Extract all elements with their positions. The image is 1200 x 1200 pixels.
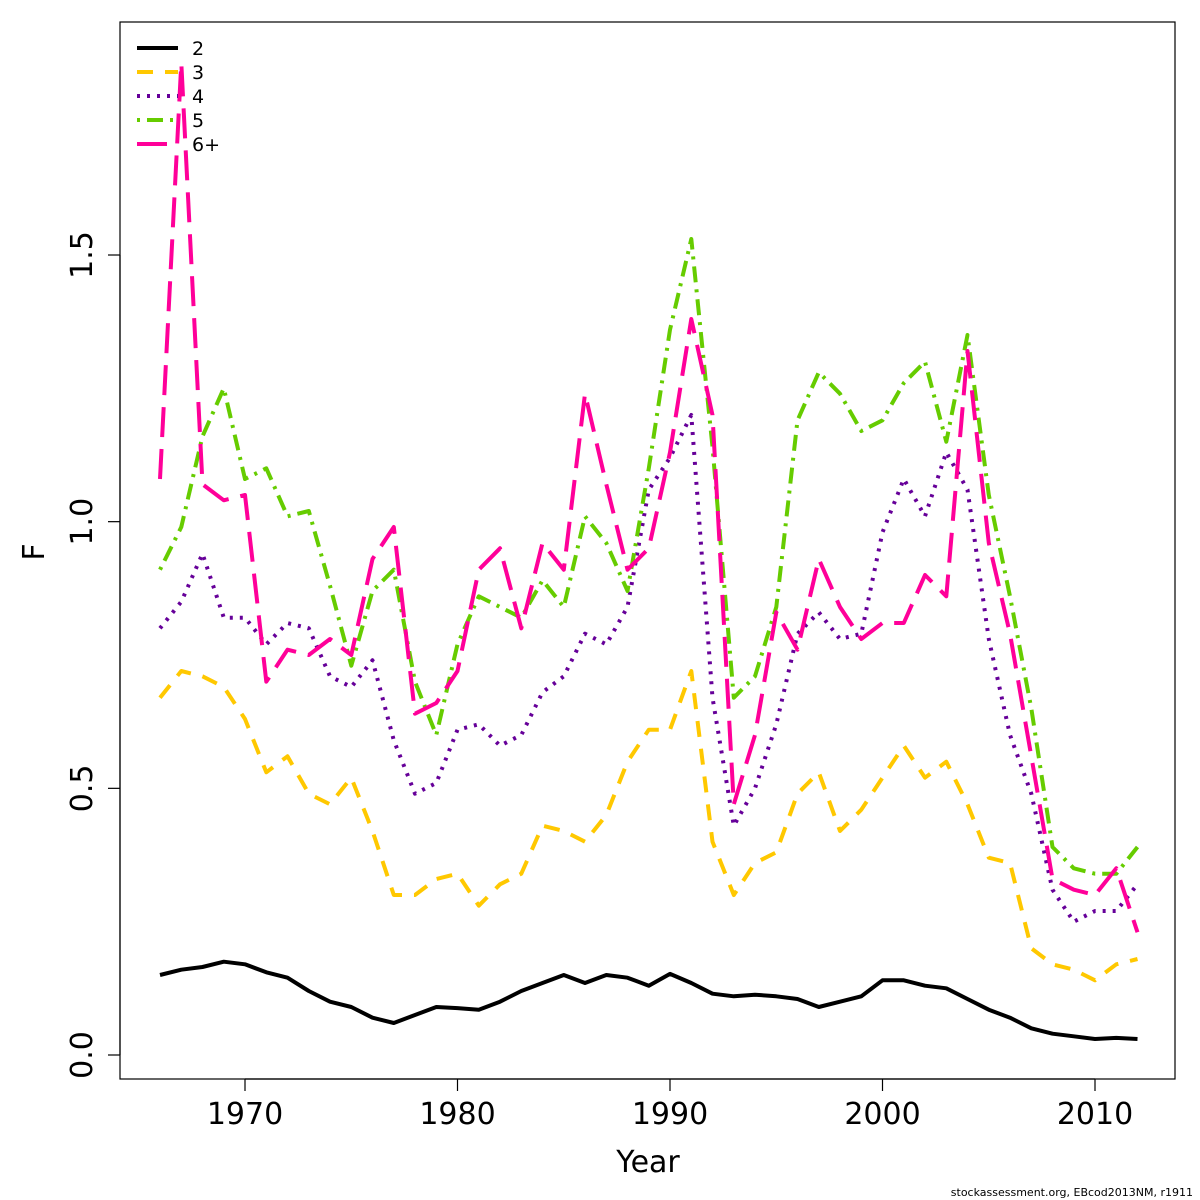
series-line-5 <box>158 237 1140 876</box>
y-axis: 0.0 0.5 1.0 1.5 <box>65 231 121 1079</box>
y-tick-label: 1.0 <box>65 498 100 546</box>
legend-label: 6+ <box>192 134 220 156</box>
plot-frame <box>119 21 1176 1080</box>
x-axis: 1970 1980 1990 2000 2010 <box>207 1078 1133 1132</box>
legend-label: 4 <box>192 86 204 108</box>
legend-label: 2 <box>192 38 204 60</box>
legend-label: 5 <box>192 110 204 132</box>
x-tick-label: 2010 <box>1057 1097 1133 1132</box>
x-axis-title: Year <box>615 1145 680 1180</box>
legend-label: 3 <box>192 62 204 84</box>
x-tick-label: 1970 <box>207 1097 283 1132</box>
y-tick-label: 1.5 <box>65 231 100 279</box>
series-line-2 <box>159 959 1138 1041</box>
x-tick-label: 2000 <box>844 1097 920 1132</box>
series-line-4 <box>158 413 1140 924</box>
x-tick-label: 1990 <box>632 1097 708 1132</box>
series-layer <box>158 61 1140 1041</box>
y-tick-label: 0.5 <box>65 764 100 812</box>
credit-text: stockassessment.org, EBcod2013NM, r1911 <box>951 1186 1193 1199</box>
y-axis-title: F <box>17 543 52 560</box>
y-tick-label: 0.0 <box>65 1031 100 1079</box>
series-line-3 <box>158 669 1138 983</box>
series-line-6plus <box>158 61 1140 933</box>
x-tick-label: 1980 <box>419 1097 495 1132</box>
